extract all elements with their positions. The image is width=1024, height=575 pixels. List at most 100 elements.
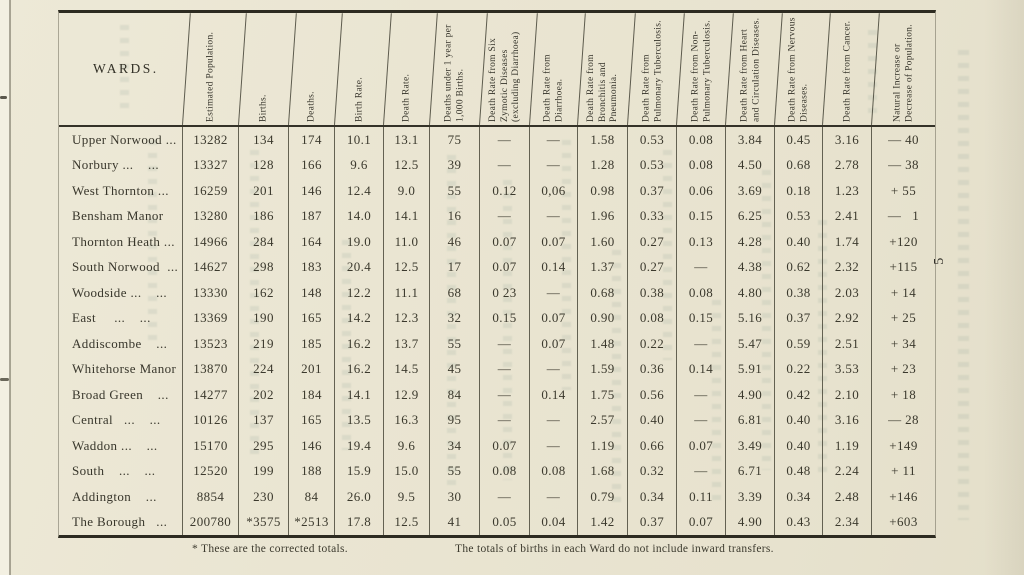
table-cell: — [677, 254, 726, 280]
page-edge-line [9, 0, 11, 575]
table-cell: 2.92 [823, 305, 872, 331]
table-cell: 0.08 [677, 127, 726, 153]
table-cell: 0.07 [480, 229, 530, 255]
table-cell: 0.08 [677, 280, 726, 306]
ward-name: Woodside ... ... [59, 280, 183, 306]
table-cell: 3.16 [823, 127, 872, 153]
table-cell: 0.07 [480, 254, 530, 280]
table-cell: 0 23 [480, 280, 530, 306]
footnote-corrected-totals: * These are the corrected totals. [192, 543, 348, 555]
column-header-label: Estimated Population. [205, 31, 216, 122]
column-header-label: Death Rate from Nervous Diseases. [787, 17, 810, 122]
table-cell: 0.14 [677, 356, 726, 382]
table-cell: 0.40 [775, 407, 823, 433]
table-cell: — [480, 356, 530, 382]
table-cell: 0.68 [775, 152, 823, 178]
column-header-label: Birth Rate. [353, 77, 364, 122]
table-cell: 0.18 [775, 178, 823, 204]
table-cell: 0.15 [677, 203, 726, 229]
showthrough-artifact [447, 155, 456, 485]
table-cell: 1.19 [823, 433, 872, 459]
table-cell: 0.15 [480, 305, 530, 331]
table-cell: 13330 [183, 280, 239, 306]
column-header: Death Rate. [384, 13, 430, 125]
table-cell: 20.4 [335, 254, 384, 280]
column-header: Death Rate from Six Zymotic Diseases (ex… [480, 13, 530, 125]
column-header-label: Death Rate from Bronchitis and Pneumonia… [585, 54, 619, 122]
ward-name: Whitehorse Manor [59, 356, 183, 382]
table-cell: 13.1 [384, 127, 430, 153]
column-header: Births. [239, 13, 289, 125]
table-cell: 30 [430, 484, 480, 510]
table-cell: 12.4 [335, 178, 384, 204]
table-cell: — [677, 407, 726, 433]
table-cell: 13.7 [384, 331, 430, 357]
table-cell: +149 [889, 437, 918, 453]
table-cell: 3.69 [726, 178, 775, 204]
table-cell: 0.08 [628, 305, 677, 331]
ward-name: Broad Green ... [59, 382, 183, 408]
table-cell: 187 [289, 203, 335, 229]
table-cell: 16.2 [335, 331, 384, 357]
table-cell: 188 [289, 458, 335, 484]
table-cell: 0.53 [628, 127, 677, 153]
table-cell: 12520 [183, 458, 239, 484]
table-cell: 13327 [183, 152, 239, 178]
table-cell: 75 [430, 127, 480, 153]
table-row: Norbury ... ... 13327 128 166 9.6 12.5 39— —1.2… [59, 152, 935, 178]
table-cell: 1.96 [578, 203, 628, 229]
table-cell: +603 [889, 514, 918, 530]
table-cell: 1.19 [578, 433, 628, 459]
table-cell: 0.27 [628, 229, 677, 255]
table-cell: 45 [430, 356, 480, 382]
table-cell: 16 [430, 203, 480, 229]
ward-name: West Thornton ... [59, 178, 183, 204]
table-cell: 5.47 [726, 331, 775, 357]
table-cell: — [480, 203, 530, 229]
table-row: Addiscombe ... 13523 219 185 16.2 13.7 55—0.07… [59, 331, 935, 357]
table-cell: 14.1 [384, 203, 430, 229]
table-cell: 183 [289, 254, 335, 280]
ward-name: South ... ... [59, 458, 183, 484]
column-header: Death Rate from Nervous Diseases. [775, 13, 823, 125]
table-cell: 68 [430, 280, 480, 306]
table-cell: 2.32 [823, 254, 872, 280]
showthrough-artifact [148, 140, 157, 340]
table-cell: 4.90 [726, 509, 775, 535]
wards-table-header: WARDS. Estimated Population. Births. Deaths… [59, 13, 935, 127]
table-cell: 3.16 [823, 407, 872, 433]
table-cell: 0.27 [628, 254, 677, 280]
table-cell: 12.5 [384, 509, 430, 535]
table-cell: 165 [289, 305, 335, 331]
table-cell: — [480, 484, 530, 510]
table-cell: 1.28 [578, 152, 628, 178]
table-cell: 16259 [183, 178, 239, 204]
table-cell: 1.75 [578, 382, 628, 408]
table-cell: 164 [289, 229, 335, 255]
table-cell: 0.08 [480, 458, 530, 484]
table-cell: 3.39 [726, 484, 775, 510]
table-cell: 6.81 [726, 407, 775, 433]
table-cell: — [480, 331, 530, 357]
table-cell: 0.38 [775, 280, 823, 306]
table-cell: 184 [289, 382, 335, 408]
table-cell: 0.08 [677, 152, 726, 178]
table-row: Waddon ... ... 15170 295 146 19.4 9.6 34 0.07—1… [59, 433, 935, 459]
table-cell: 0.68 [578, 280, 628, 306]
table-cell: 0.07 [677, 509, 726, 535]
table-cell: — 38 [888, 157, 919, 173]
column-header: Death Rate from Pulmonary Tuberculosis. [628, 13, 677, 125]
table-cell: 14966 [183, 229, 239, 255]
table-cell: 12.9 [384, 382, 430, 408]
ward-name: Central ... ... [59, 407, 183, 433]
table-cell: 0.05 [480, 509, 530, 535]
table-cell: 10.1 [335, 127, 384, 153]
table-cell: 0.38 [628, 280, 677, 306]
table-cell: 2.03 [823, 280, 872, 306]
table-cell: 1.37 [578, 254, 628, 280]
table-cell: 0.79 [578, 484, 628, 510]
table-cell: 4.50 [726, 152, 775, 178]
table-row: Central ... ... 10126 137 165 13.5 16.3 95— —2.… [59, 407, 935, 433]
table-cell: 14.1 [335, 382, 384, 408]
wards-table-body: Upper Norwood ... 13282 134 174 10.1 13.1 75— —… [59, 127, 935, 535]
